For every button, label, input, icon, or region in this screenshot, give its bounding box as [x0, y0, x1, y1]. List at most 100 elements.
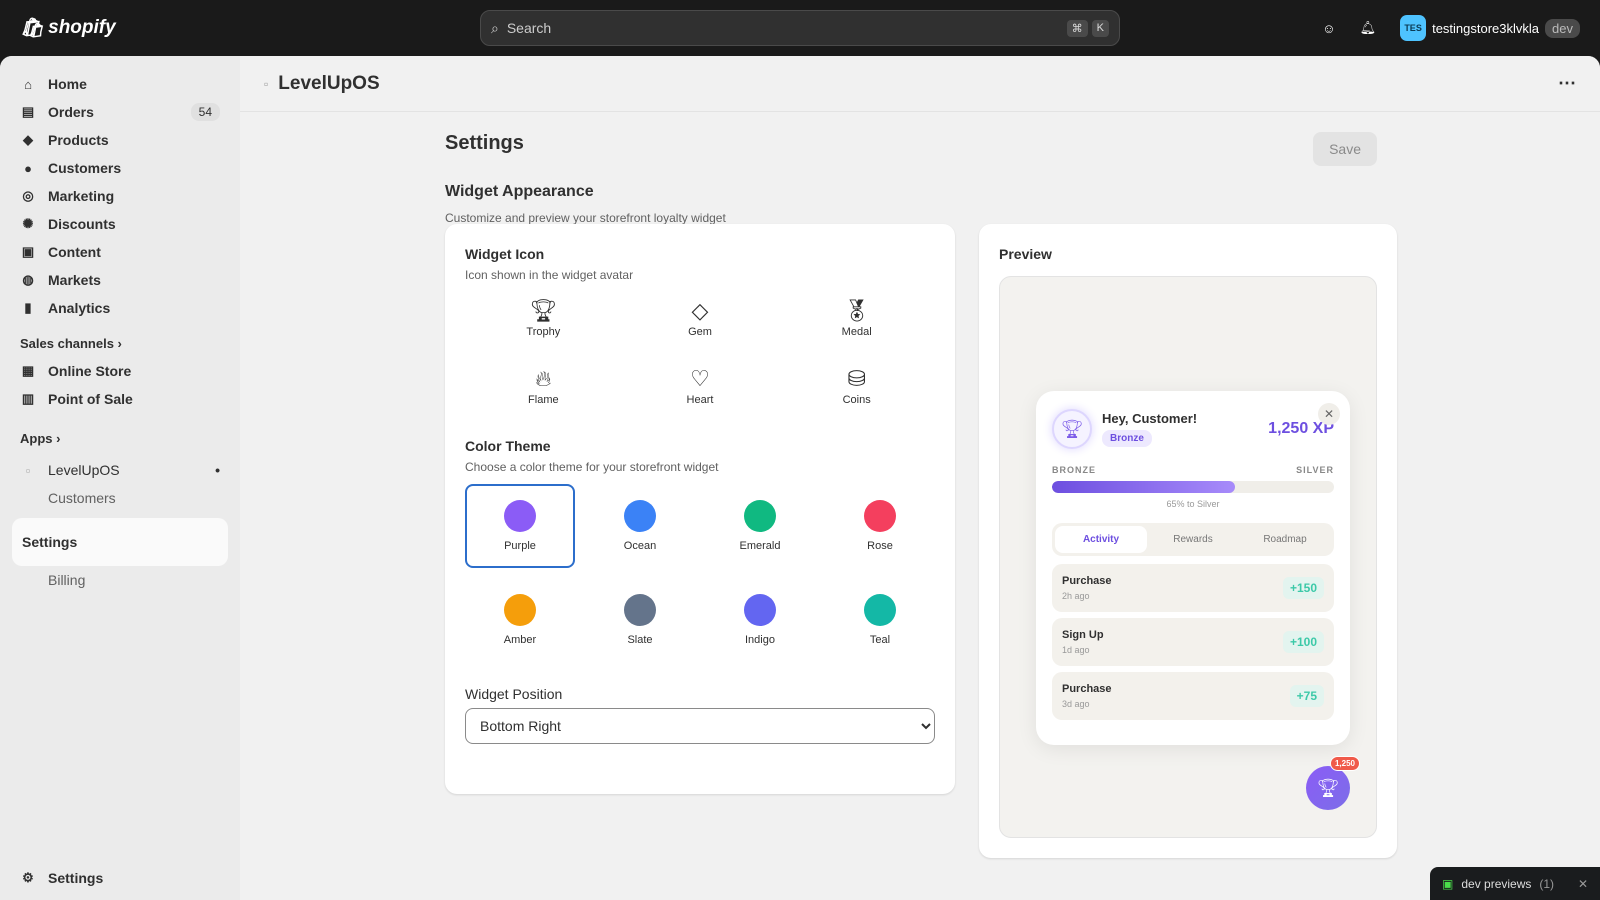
color-option-ocean[interactable]: Ocean [585, 484, 695, 568]
trophy-icon: 🏆︎ [1052, 409, 1092, 449]
page-title: Settings [445, 132, 524, 154]
sales-channels-heading[interactable]: Sales channels › [20, 336, 122, 351]
sidebar-item-orders[interactable]: ▤ Orders 54 [12, 98, 228, 126]
bell-icon[interactable]: 🔔︎ [1359, 20, 1377, 35]
progress-bar [1052, 481, 1334, 493]
sidebar-item-levelupos[interactable]: ▫ LevelUpOS • [12, 456, 228, 484]
dev-previews-bar[interactable]: ▣ dev previews (1) ✕ [1430, 867, 1600, 900]
icon-option-coins[interactable]: ⛁ Coins [778, 364, 935, 406]
color-swatch [624, 500, 656, 532]
widget-icon-title: Widget Icon [465, 246, 545, 262]
loyalty-widget: 🏆︎ Hey, Customer! Bronze 1,250 XP ✕ BRONZ… [1036, 391, 1350, 745]
sidebar-item-marketing[interactable]: ◎ Marketing [12, 182, 228, 210]
markets-icon: ◍ [22, 272, 34, 287]
section-title: Widget Appearance [445, 183, 594, 200]
pos-icon: ▥ [21, 391, 35, 406]
store-menu[interactable]: TES testingstore3klvkla dev [1400, 15, 1580, 41]
home-icon: ⌂ [24, 76, 32, 92]
more-actions-icon[interactable]: ⋯ [1558, 73, 1576, 93]
medal-icon: 🏅︎ [842, 298, 871, 323]
color-option-purple[interactable]: Purple [465, 484, 575, 568]
coins-icon: ⛁ [847, 366, 866, 391]
sidebar-item-customers[interactable]: ● Customers [12, 154, 228, 182]
shopify-logo[interactable]: 🛍︎ shopify [20, 17, 116, 39]
tab-roadmap[interactable]: Roadmap [1263, 534, 1307, 545]
search-icon: ⌕ [491, 19, 499, 36]
app-icon: ▫ [25, 462, 31, 478]
products-icon: ◆ [23, 132, 33, 147]
color-swatch [864, 500, 896, 532]
widget-icon-subtitle: Icon shown in the widget avatar [465, 268, 634, 282]
tab-activity[interactable]: Activity [1055, 526, 1147, 553]
page-header: ▫ LevelUpOS ⋯ [240, 56, 1600, 112]
sidebar-item-app-customers[interactable]: Customers [48, 490, 116, 506]
icon-option-medal[interactable]: 🏅︎ Medal [778, 296, 935, 338]
settings-card: Widget Icon Icon shown in the widget ava… [445, 224, 955, 794]
icon-option-trophy[interactable]: 🏆︎ Trophy [465, 296, 622, 338]
widget-launcher-button[interactable]: 🏆︎ 1,250 [1306, 756, 1360, 810]
preview-card: Preview 🏆︎ Hey, Customer! Bronze 1,250 XP… [979, 224, 1397, 858]
color-swatch [864, 594, 896, 626]
icon-option-flame[interactable]: 🔥︎ Flame [465, 364, 622, 406]
preview-title: Preview [999, 246, 1052, 262]
close-icon[interactable]: ✕ [1577, 876, 1588, 891]
sidebar-item-settings[interactable]: ⚙ Settings [12, 864, 111, 892]
orders-count: 54 [190, 103, 220, 121]
sidebar-item-markets[interactable]: ◍ Markets [12, 266, 228, 294]
top-bar: 🛍︎ shopify ⌕ Search ⌘ K ☺ 🔔︎ TES testingstore… [0, 0, 1600, 56]
sidebar-item-online-store[interactable]: ▦ Online Store [21, 363, 132, 379]
store-name: testingstore3klvkla [1432, 20, 1540, 36]
activity-item: Sign Up 1d ago +100 [1052, 618, 1334, 666]
color-swatch [744, 500, 776, 532]
cmd-key: ⌘ [1066, 19, 1088, 37]
greeting: Hey, Customer! [1102, 411, 1198, 426]
sidebar-item-app-settings[interactable]: Settings [12, 518, 228, 566]
color-option-rose[interactable]: Rose [825, 484, 935, 568]
color-theme-title: Color Theme [465, 438, 551, 454]
progress-text: 65% to Silver [1166, 499, 1220, 509]
orders-icon: ▤ [21, 104, 35, 119]
trophy-icon: 🏆︎ [1316, 777, 1340, 798]
tier-from: BRONZE [1052, 465, 1096, 475]
preview-canvas: 🏆︎ Hey, Customer! Bronze 1,250 XP ✕ BRONZ… [999, 276, 1377, 838]
store-icon: ▦ [21, 363, 35, 378]
sidebar-item-point-of-sale[interactable]: ▥ Point of Sale [21, 391, 133, 407]
dev-badge: dev [1545, 18, 1580, 38]
position-label: Widget Position [465, 686, 563, 702]
tab-rewards[interactable]: Rewards [1173, 534, 1213, 545]
sidebar-item-home[interactable]: ⌂ Home [12, 70, 228, 98]
color-swatch [504, 500, 536, 532]
search-input[interactable]: ⌕ Search ⌘ K [480, 10, 1120, 46]
color-swatch [744, 594, 776, 626]
points-badge: +100 [1282, 631, 1324, 653]
close-icon[interactable]: ✕ [1318, 403, 1340, 425]
app-title: LevelUpOS [278, 72, 380, 94]
color-option-emerald[interactable]: Emerald [705, 484, 815, 568]
sidekick-icon[interactable]: ☺ [1322, 20, 1336, 36]
color-option-teal[interactable]: Teal [825, 578, 935, 662]
color-option-indigo[interactable]: Indigo [705, 578, 815, 662]
color-swatch [504, 594, 536, 626]
sidebar-item-content[interactable]: ▣ Content [21, 244, 101, 260]
points-badge: +150 [1282, 577, 1324, 599]
save-button[interactable]: Save [1313, 132, 1377, 166]
sidebar-item-products[interactable]: ◆ Products [12, 126, 228, 154]
marketing-icon: ◎ [22, 188, 34, 203]
points-badge: +75 [1289, 685, 1324, 707]
icon-option-heart[interactable]: ♡ Heart [622, 364, 779, 406]
sidebar-item-app-billing[interactable]: Billing [48, 572, 86, 588]
sidebar-item-analytics[interactable]: ▮ Analytics [12, 294, 228, 322]
activity-item: Purchase 2h ago +150 [1052, 564, 1334, 612]
customers-icon: ● [24, 160, 32, 176]
position-select[interactable]: Bottom Right [465, 708, 935, 744]
color-swatch [624, 594, 656, 626]
shopping-bag-icon: 🛍︎ [20, 18, 45, 39]
apps-heading[interactable]: Apps › [20, 431, 61, 446]
color-option-amber[interactable]: Amber [465, 578, 575, 662]
sidebar-item-discounts[interactable]: ✺ Discounts [12, 210, 228, 238]
k-key: K [1091, 19, 1109, 37]
color-option-slate[interactable]: Slate [585, 578, 695, 662]
icon-option-gem[interactable]: ◇ Gem [622, 296, 779, 338]
avatar: TES [1400, 15, 1427, 41]
tier-to: SILVER [1296, 465, 1334, 475]
